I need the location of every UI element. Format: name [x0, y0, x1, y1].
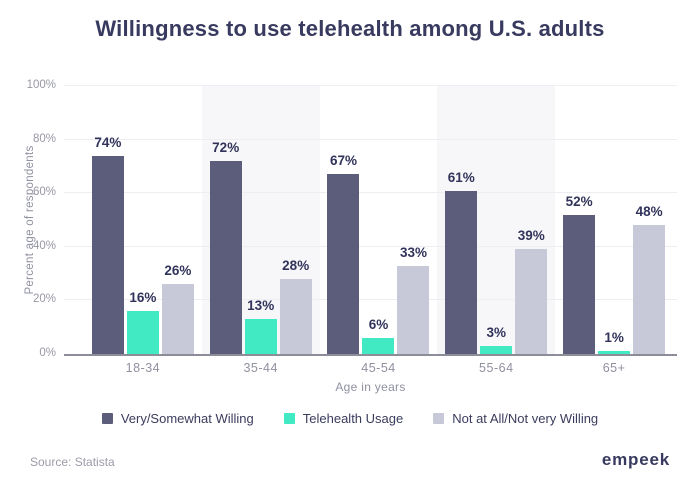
source-text: Source: Statista — [30, 455, 115, 469]
empeek-logo: empeek — [601, 450, 670, 469]
bar-value-label: 72% — [212, 140, 240, 156]
legend-swatch-icon — [283, 413, 295, 424]
x-axis-ticks: 18-34 35-44 45-54 55-64 65+ — [64, 361, 677, 375]
bar-value-label: 3% — [486, 324, 507, 340]
y-tick-label-60: 60% — [32, 186, 56, 199]
bar-telehealth-usage-65: 1% — [598, 330, 631, 354]
bar-value-label: 16% — [129, 290, 157, 306]
bar-not-at-all-not-very-willing-35-44: 28% — [279, 258, 312, 354]
legend-label: Telehealth Usage — [302, 411, 404, 426]
legend: Very/Somewhat Willing Telehealth Usage Not… — [0, 411, 700, 426]
legend-item-telehealth-usage: Telehealth Usage — [283, 411, 404, 426]
bar-group-65: 52% 1% 48% — [555, 86, 673, 354]
bar-not-at-all-not-very-willing-55-64: 39% — [515, 228, 548, 354]
bar-telehealth-usage-45-54: 6% — [362, 317, 395, 354]
bar-group-35-44: 72% 13% 28% — [202, 86, 320, 354]
legend-swatch-icon — [433, 413, 445, 424]
bar-value-label: 61% — [447, 169, 475, 185]
bar-telehealth-usage-35-44: 13% — [244, 298, 277, 354]
gridline-60 — [64, 192, 677, 194]
x-tick-label-18-34: 18-34 — [125, 361, 161, 375]
bar-not-at-all-not-very-willing-65: 48% — [633, 204, 666, 354]
bar-not-at-all-not-very-willing-18-34: 26% — [161, 263, 194, 354]
bar-group-45-54: 67% 6% 33% — [320, 86, 438, 354]
y-tick-label-100: 100% — [26, 79, 56, 91]
legend-item-very-somewhat-willing: Very/Somewhat Willing — [101, 411, 254, 426]
legend-label: Not at All/Not very Willing — [452, 411, 599, 426]
bar-value-label: 6% — [368, 316, 389, 332]
gridline-20 — [64, 299, 677, 301]
bar-not-at-all-not-very-willing-45-54: 33% — [397, 245, 430, 354]
bar-very-somewhat-willing-65: 52% — [563, 194, 596, 354]
y-tick-label-20: 20% — [32, 293, 56, 306]
legend-item-not-at-all-not-very-willing: Not at All/Not very Willing — [433, 411, 598, 426]
bar-value-label: 39% — [517, 228, 545, 244]
bar-telehealth-usage-18-34: 16% — [126, 290, 159, 354]
gridline-80 — [64, 138, 677, 140]
gridline-40 — [64, 245, 677, 247]
x-tick-label-35-44: 35-44 — [243, 361, 278, 375]
page-title: Willingness to use telehealth among U.S.… — [95, 16, 605, 41]
y-axis-title: Percent age of respondents — [24, 145, 36, 295]
legend-swatch-icon — [101, 413, 113, 424]
x-tick-label-55-64: 55-64 — [479, 361, 514, 375]
bar-value-label: 67% — [329, 153, 357, 169]
bar-value-label: 28% — [282, 257, 310, 273]
bar-value-label: 13% — [247, 298, 275, 314]
x-tick-label-65: 65+ — [602, 361, 626, 375]
bar-groups-layer: 74% 16% 26% 72% 13% 28% 67% 6% 33% 61% 3% 39% 52% 1% 4… — [64, 86, 677, 354]
bar-very-somewhat-willing-18-34: 74% — [91, 135, 124, 354]
bar-group-18-34: 74% 16% 26% — [84, 86, 202, 354]
y-tick-label-80: 80% — [32, 132, 56, 145]
bar-value-label: 48% — [635, 204, 663, 220]
bar-very-somewhat-willing-35-44: 72% — [209, 140, 242, 354]
bar-very-somewhat-willing-55-64: 61% — [445, 170, 478, 354]
bar-group-55-64: 61% 3% 39% — [437, 86, 555, 354]
bar-value-label: 26% — [164, 263, 192, 279]
x-axis-title: Age in years — [335, 380, 406, 394]
y-tick-label-40: 40% — [32, 239, 56, 252]
y-tick-label-0: 0% — [39, 347, 56, 359]
bar-very-somewhat-willing-45-54: 67% — [327, 153, 360, 354]
bar-value-label: 33% — [399, 244, 427, 260]
gridline-100 — [64, 85, 677, 86]
x-tick-label-45-54: 45-54 — [361, 361, 396, 375]
legend-label: Very/Somewhat Willing — [120, 411, 254, 426]
bar-value-label: 74% — [94, 134, 122, 150]
bar-chart-plot-area: 74% 16% 26% 72% 13% 28% 67% 6% 33% 61% 3% 39% 52% 1% 4… — [64, 85, 677, 356]
bar-telehealth-usage-55-64: 3% — [480, 325, 513, 354]
bar-value-label: 52% — [565, 193, 593, 209]
bar-value-label: 1% — [604, 330, 624, 345]
